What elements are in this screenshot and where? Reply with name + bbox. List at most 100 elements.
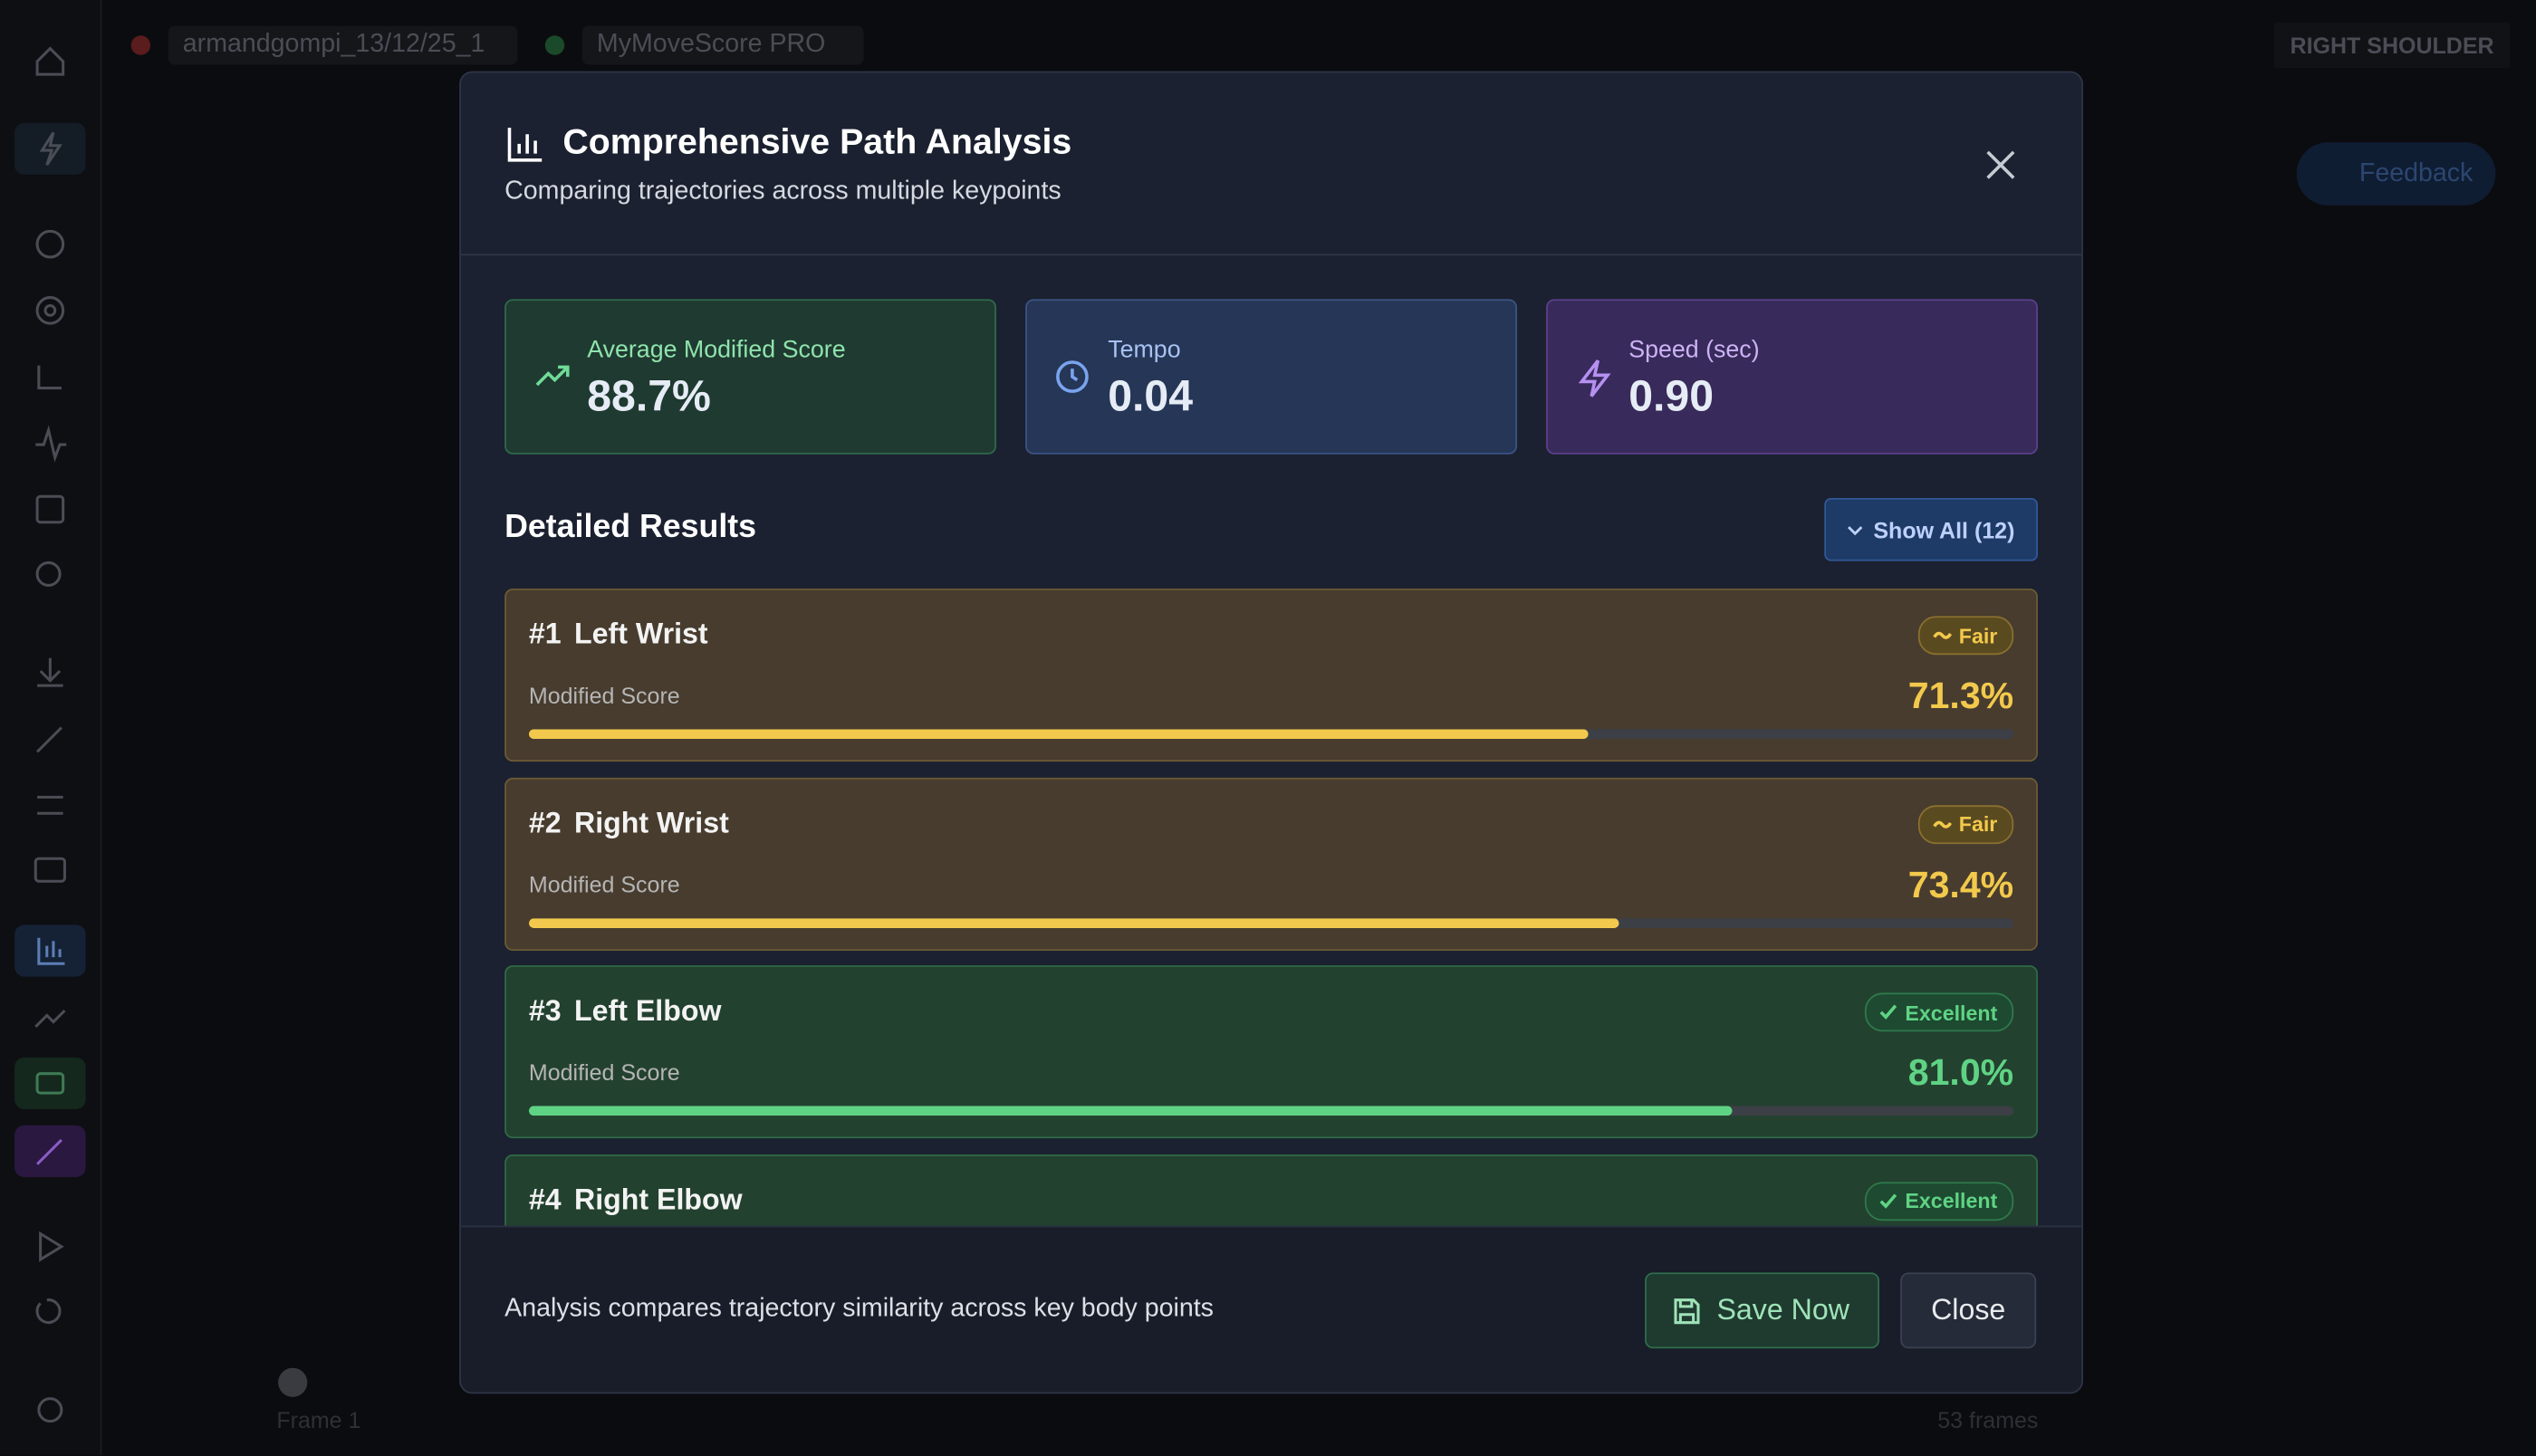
result-rank: #2: [528, 806, 562, 838]
timeline-total: 53 frames: [1937, 1406, 2039, 1433]
wand-icon[interactable]: [35, 726, 62, 753]
active-bg: [14, 122, 86, 175]
download-icon[interactable]: [37, 657, 63, 687]
target-core: [43, 303, 57, 317]
analysis-modal: Comprehensive Path Analysis Comparing tr…: [459, 71, 2083, 1394]
save-icon: [1675, 1298, 1701, 1324]
modal-title: Comprehensive Path Analysis: [562, 120, 1072, 162]
results-list: #1 Left Wrist Fair Modified Score 71.3% #2 Rig…: [461, 588, 2081, 1226]
progress-track: [528, 917, 2014, 928]
badge-label: Fair: [1958, 623, 1998, 648]
settings-icon[interactable]: [37, 1397, 63, 1423]
badge-label: Excellent: [1905, 1188, 1998, 1213]
result-title: #2 Right Wrist: [529, 806, 729, 839]
stat-value: 0.04: [1108, 371, 1194, 421]
close-button[interactable]: Close: [1900, 1272, 2037, 1349]
search-icon[interactable]: [35, 560, 62, 587]
result-item: #1 Left Wrist Fair Modified Score 71.3%: [504, 588, 2038, 762]
session-select[interactable]: armandgompi_13/12/25_1: [168, 25, 518, 65]
status-badge: Excellent: [1864, 992, 2014, 1032]
close-icon[interactable]: [1984, 148, 2017, 181]
sidebar: [0, 0, 102, 1456]
result-title: #4 Right Elbow: [529, 1183, 743, 1216]
axes-icon[interactable]: [37, 365, 62, 390]
badge-icon: [1879, 1004, 1897, 1020]
score-label: Modified Score: [528, 682, 680, 709]
product-name: MyMoveScore PRO: [596, 30, 826, 59]
trend-icon[interactable]: [34, 1009, 66, 1028]
footer-note: Analysis compares trajectory similarity …: [504, 1295, 1214, 1323]
progress-bar: [528, 917, 1619, 928]
clock-icon[interactable]: [35, 229, 65, 259]
stat-label: Speed (sec): [1628, 336, 1760, 364]
save-button[interactable]: Save Now: [1645, 1272, 1879, 1349]
pulse-icon[interactable]: [35, 425, 67, 463]
result-rank: #4: [528, 1183, 562, 1215]
keypoint-label: RIGHT SHOULDER: [2273, 22, 2511, 68]
score-value: 73.4%: [1907, 862, 2014, 905]
badge-label: Fair: [1958, 811, 1998, 837]
score-value: 81.0%: [1907, 1050, 2014, 1094]
columns-icon[interactable]: [35, 494, 65, 524]
score-label: Modified Score: [528, 870, 680, 897]
trend-icon: [535, 365, 570, 387]
sidebar-icons: [14, 46, 86, 1423]
session-name: armandgompi_13/12/25_1: [182, 30, 485, 59]
target-icon[interactable]: [35, 296, 65, 325]
result-title: #1 Left Wrist: [529, 618, 708, 651]
status-badge: Excellent: [1864, 1181, 2014, 1221]
result-name: Right Wrist: [573, 806, 729, 838]
camera-icon[interactable]: [35, 1072, 65, 1095]
timeline-start: Frame 1: [276, 1406, 361, 1433]
bolt-icon[interactable]: [39, 131, 62, 166]
stat-label: Tempo: [1108, 336, 1181, 364]
close-label: Close: [1931, 1293, 2006, 1327]
result-rank: #1: [528, 618, 562, 650]
result-title: #3 Left Elbow: [529, 994, 722, 1028]
timeline-thumb[interactable]: [278, 1367, 308, 1397]
score-value: 71.3%: [1907, 674, 2014, 717]
badge-icon: [1933, 819, 1953, 828]
bolt-icon: [1578, 359, 1611, 398]
home-icon[interactable]: [35, 46, 65, 76]
active-bg: [14, 924, 86, 977]
stat-card: Speed (sec) 0.90: [1546, 299, 2038, 455]
save-label: Save Now: [1716, 1293, 1849, 1327]
stat-value: 88.7%: [587, 371, 711, 421]
show-all-button[interactable]: Show All (12): [1824, 497, 2038, 561]
progress-track: [528, 1106, 2014, 1116]
product-select[interactable]: MyMoveScore PRO: [581, 25, 864, 65]
result-item: #2 Right Wrist Fair Modified Score 73.4%: [504, 777, 2038, 951]
chart-icon[interactable]: [37, 937, 65, 965]
divider: [460, 254, 2082, 256]
progress-track: [528, 729, 2014, 740]
status-dot: [544, 35, 565, 55]
result-item: #3 Left Elbow Excellent Modified Score 81.0%: [504, 965, 2038, 1139]
show-all-label: Show All (12): [1873, 516, 2015, 543]
status-badge: Fair: [1918, 804, 2014, 844]
chart-icon: [507, 128, 543, 162]
result-name: Left Wrist: [573, 618, 708, 650]
reset-icon[interactable]: [35, 1298, 62, 1325]
progress-bar: [528, 1106, 1732, 1116]
active-bg: [14, 1057, 86, 1109]
stat-label: Average Modified Score: [587, 336, 846, 364]
result-name: Right Elbow: [573, 1183, 743, 1215]
magic-icon[interactable]: [35, 1138, 62, 1165]
swap-icon[interactable]: [37, 795, 63, 815]
status-dot: [130, 35, 151, 55]
stat-value: 0.90: [1628, 371, 1715, 421]
result-item: #4 Right Elbow Excellent: [504, 1154, 2038, 1226]
feedback-button[interactable]: Feedback: [2296, 142, 2496, 206]
badge-icon: [1933, 631, 1953, 639]
card-icon[interactable]: [34, 857, 66, 883]
result-name: Left Elbow: [573, 994, 722, 1027]
play-icon[interactable]: [39, 1231, 64, 1262]
chevron-icon: [1848, 525, 1863, 535]
modal-footer: Analysis compares trajectory similarity …: [460, 1225, 2082, 1393]
result-rank: #3: [528, 994, 562, 1027]
modal-subtitle: Comparing trajectories across multiple k…: [504, 177, 1061, 206]
feedback-label: Feedback: [2358, 159, 2474, 188]
